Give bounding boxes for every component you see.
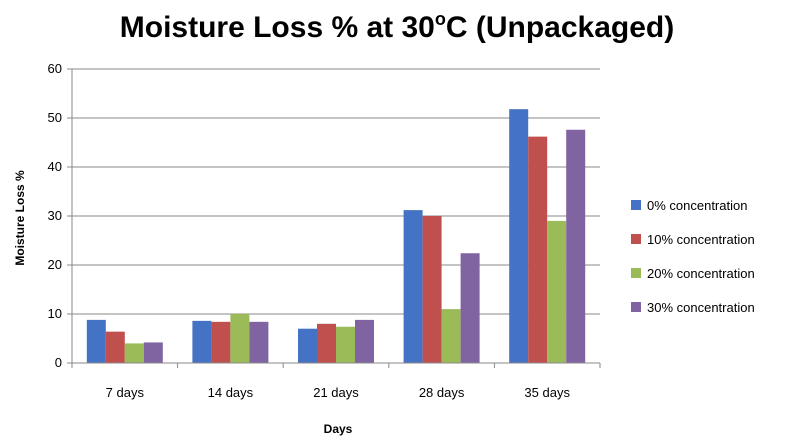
x-axis-label: Days	[324, 422, 353, 436]
legend-item: 0% concentration	[631, 198, 747, 213]
chart-title-superscript: o	[435, 9, 446, 29]
y-axis-label: Moisture Loss %	[13, 170, 27, 266]
x-tick-label: 21 days	[313, 385, 359, 400]
x-tick-label: 28 days	[419, 385, 465, 400]
legend-label: 30% concentration	[647, 300, 755, 315]
bar	[124, 343, 144, 363]
bar	[422, 216, 442, 363]
x-tick-labels: 7 days 14 days 21 days 28 days 35 days	[106, 385, 571, 400]
bar	[317, 323, 336, 363]
bar	[211, 321, 231, 363]
bar	[509, 109, 529, 364]
chart-title-tail: C (Unpackaged)	[446, 11, 674, 44]
x-tick-label: 35 days	[524, 385, 570, 400]
bar	[336, 326, 355, 363]
bar	[143, 342, 163, 363]
legend-swatch	[631, 302, 641, 312]
bars	[86, 109, 586, 364]
bar	[460, 253, 480, 363]
bar	[566, 129, 586, 363]
legend-swatch	[631, 200, 641, 210]
axes	[67, 68, 601, 368]
bar	[441, 309, 461, 363]
bar	[547, 220, 567, 363]
y-tick-label: 30	[48, 208, 62, 223]
chart-title-main: Moisture Loss % at 30	[120, 11, 435, 44]
y-tick-label: 40	[48, 159, 62, 174]
legend-label: 20% concentration	[647, 266, 755, 281]
bar	[298, 328, 317, 363]
legend-swatch	[631, 234, 641, 244]
bar	[192, 320, 212, 363]
legend-label: 10% concentration	[647, 232, 755, 247]
y-tick-label: 20	[48, 257, 62, 272]
chart-title: Moisture Loss % at 30oC (Unpackaged)	[120, 9, 674, 44]
legend: 0% concentration 10% concentration 20% con…	[631, 198, 755, 315]
legend-item: 30% concentration	[631, 300, 755, 315]
y-tick-label: 50	[48, 110, 62, 125]
bar	[230, 314, 250, 363]
x-tick-label: 7 days	[106, 385, 145, 400]
bar	[105, 331, 125, 363]
bar	[249, 321, 269, 363]
bar	[528, 136, 548, 363]
legend-swatch	[631, 268, 641, 278]
y-tick-label: 60	[48, 61, 62, 76]
legend-item: 10% concentration	[631, 232, 755, 247]
legend-item: 20% concentration	[631, 266, 755, 281]
bar	[355, 319, 374, 363]
legend-label: 0% concentration	[647, 198, 747, 213]
bar	[403, 210, 423, 363]
x-tick-label: 14 days	[208, 385, 254, 400]
y-tick-label: 0	[55, 355, 62, 370]
bar	[86, 319, 106, 363]
y-tick-labels: 0 10 20 30 40 50 60	[48, 61, 62, 370]
y-tick-label: 10	[48, 306, 62, 321]
